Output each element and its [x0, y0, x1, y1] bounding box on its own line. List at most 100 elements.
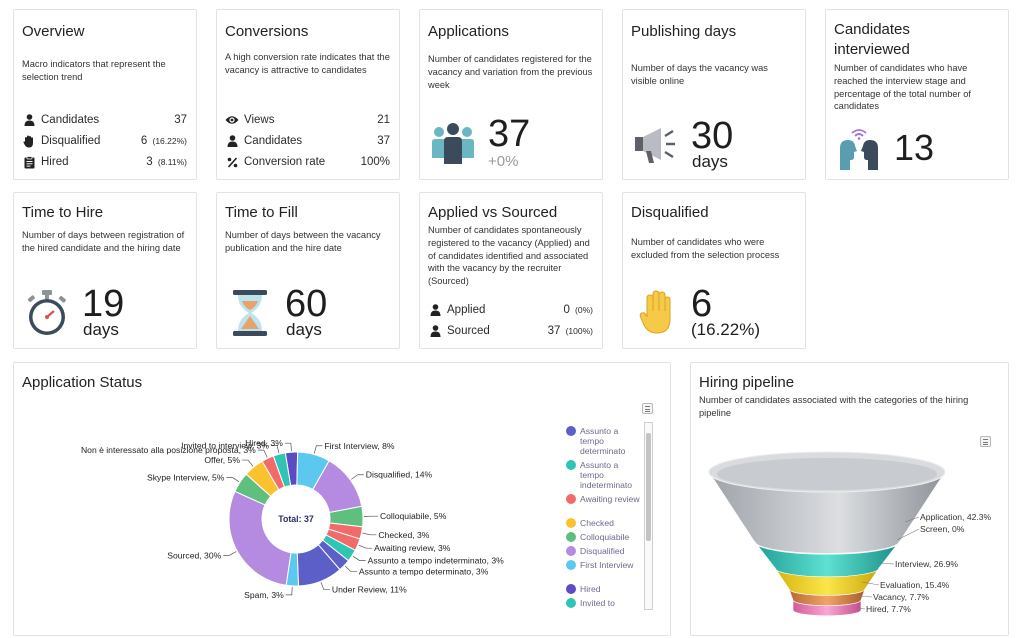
publishing-card: Publishing days Number of days the vacan… — [622, 9, 806, 180]
applications-card: Applications Number of candidates regist… — [419, 9, 603, 180]
disqualified-description: Number of candidates who were excluded f… — [631, 237, 780, 260]
conversions-candidates-row: Candidates 37 — [225, 133, 390, 149]
overview-disqualified-pct: (16.22%) — [152, 136, 188, 146]
legend-item-1[interactable]: Assunto a tempo indeterminato — [566, 460, 644, 490]
hiring-pipeline-card: Hiring pipeline Number of candidates ass… — [690, 362, 1009, 636]
overview-card: Overview Macro indicators that represent… — [13, 9, 197, 180]
overview-disqualified-label: Disqualified — [41, 135, 101, 147]
time-to-hire-card: Time to Hire Number of days between regi… — [13, 192, 197, 349]
applications-title: Applications — [428, 23, 509, 40]
interview-heads-icon — [836, 126, 882, 177]
person-icon — [22, 113, 36, 127]
disqualified-card: Disqualified Number of candidates who we… — [622, 192, 806, 349]
conversions-rate-value: 100% — [360, 156, 390, 168]
person-icon — [428, 303, 442, 317]
time-to-hire-description: Number of days between registration of t… — [22, 230, 185, 253]
conversions-views-row: Views 21 — [225, 112, 390, 128]
interviewed-description: Number of candidates who have reached th… — [834, 63, 971, 112]
conversions-views-value: 21 — [377, 114, 390, 126]
time-to-hire-title: Time to Hire — [22, 204, 104, 221]
legend-label: Hired — [580, 584, 601, 594]
disqualified-title: Disqualified — [631, 204, 709, 221]
legend-label: Checked — [580, 518, 614, 528]
interviewed-value: 13 — [894, 127, 935, 168]
raised-hand-icon — [639, 289, 675, 340]
hiring-pipeline-title: Hiring pipeline — [699, 374, 795, 391]
legend-dot — [566, 598, 576, 608]
sourced-row: Sourced 37 (100%) — [428, 323, 593, 339]
legend-dot — [566, 546, 576, 556]
publishing-unit: days — [692, 152, 728, 171]
applied-value: 0 (0%) — [563, 304, 593, 316]
overview-disqualified-row: Disqualified 6 (16.22%) — [22, 133, 187, 149]
legend-dot — [566, 560, 576, 570]
legend-item-5[interactable]: Disqualified — [566, 546, 644, 556]
clipboard-icon — [22, 155, 36, 169]
interviewed-title: Candidates interviewed — [834, 20, 910, 60]
legend-item-4[interactable]: Colloquiabile — [566, 532, 644, 542]
overview-disqualified-value: 6 (16.22%) — [140, 135, 188, 147]
legend-item-3[interactable]: Checked — [566, 518, 644, 528]
legend-item-7[interactable]: Hired — [566, 584, 644, 594]
legend-item-0[interactable]: Assunto a tempo determinato — [566, 426, 644, 456]
conversions-views-label: Views — [244, 114, 275, 126]
application-status-legend: Assunto a tempo determinato Assunto a tem… — [566, 422, 652, 610]
legend-item-2[interactable]: Awaiting review — [566, 494, 644, 504]
time-to-fill-title: Time to Fill — [225, 204, 298, 221]
legend-label: First Interview — [580, 560, 634, 570]
applied-sourced-description: Number of candidates spontaneously regis… — [428, 225, 590, 287]
time-to-hire-unit: days — [83, 320, 119, 339]
chart-menu-button[interactable] — [642, 403, 653, 414]
stopwatch-icon — [24, 289, 70, 342]
sourced-value: 37 (100%) — [547, 325, 593, 337]
conversions-candidates-value: 37 — [377, 135, 390, 147]
conversions-rate-row: Conversion rate 100% — [225, 154, 390, 170]
legend-item-6[interactable]: First Interview — [566, 560, 644, 570]
hiring-pipeline-description: Number of candidates associated with the… — [699, 395, 969, 418]
time-to-hire-value: 19 — [82, 283, 125, 325]
applications-description: Number of candidates registered for the … — [428, 54, 593, 90]
applied-sourced-card: Applied vs Sourced Number of candidates … — [419, 192, 603, 349]
overview-hired-row: Hired 3 (8.11%) — [22, 154, 187, 170]
time-to-fill-unit: days — [286, 320, 322, 339]
percent-icon — [225, 155, 239, 169]
applied-label: Applied — [447, 304, 486, 316]
legend-label: Assunto a tempo determinato — [580, 426, 626, 456]
overview-hired-value: 3 (8.11%) — [146, 156, 187, 168]
applied-pct: (0%) — [575, 305, 593, 315]
conversions-rate-label: Conversion rate — [244, 156, 326, 168]
legend-label: Colloquiabile — [580, 532, 630, 542]
legend-dot — [566, 426, 576, 436]
applied-row: Applied 0 (0%) — [428, 302, 593, 318]
legend-dot — [566, 584, 576, 594]
applications-value: 37 — [488, 113, 531, 155]
applications-variation: +0% — [488, 153, 519, 170]
megaphone-icon — [633, 125, 681, 170]
legend-scroll-thumb[interactable] — [646, 433, 651, 541]
legend-dot — [566, 518, 576, 528]
hand-icon — [22, 134, 36, 148]
interviewed-title-line1: Candidates — [834, 21, 910, 38]
legend-scrollbar[interactable] — [644, 422, 653, 610]
legend-label: Assunto a tempo indeterminato — [580, 460, 633, 490]
person-icon — [225, 134, 239, 148]
overview-candidates-label: Candidates — [41, 114, 100, 126]
applied-sourced-title: Applied vs Sourced — [428, 204, 558, 221]
conversions-card: Conversions A high conversion rate indic… — [216, 9, 400, 180]
hourglass-icon — [231, 289, 269, 342]
interviewed-title-line2: interviewed — [834, 41, 910, 58]
legend-item-8[interactable]: Invited to interview — [566, 598, 644, 610]
funnel-menu-button[interactable] — [980, 436, 991, 447]
legend-label: Awaiting review — [580, 494, 640, 504]
time-to-fill-value: 60 — [285, 283, 328, 325]
sourced-label: Sourced — [447, 325, 490, 337]
application-status-title: Application Status — [22, 374, 143, 391]
disqualified-value: 6 — [691, 283, 713, 325]
time-to-fill-description: Number of days between the vacancy publi… — [225, 230, 381, 253]
publishing-title: Publishing days — [631, 23, 737, 40]
legend-dot — [566, 532, 576, 542]
eye-icon — [225, 113, 239, 127]
sourced-pct: (100%) — [565, 326, 593, 336]
interviewed-card: Candidates interviewed Number of candidat… — [825, 9, 1009, 180]
conversions-title: Conversions — [225, 23, 309, 40]
